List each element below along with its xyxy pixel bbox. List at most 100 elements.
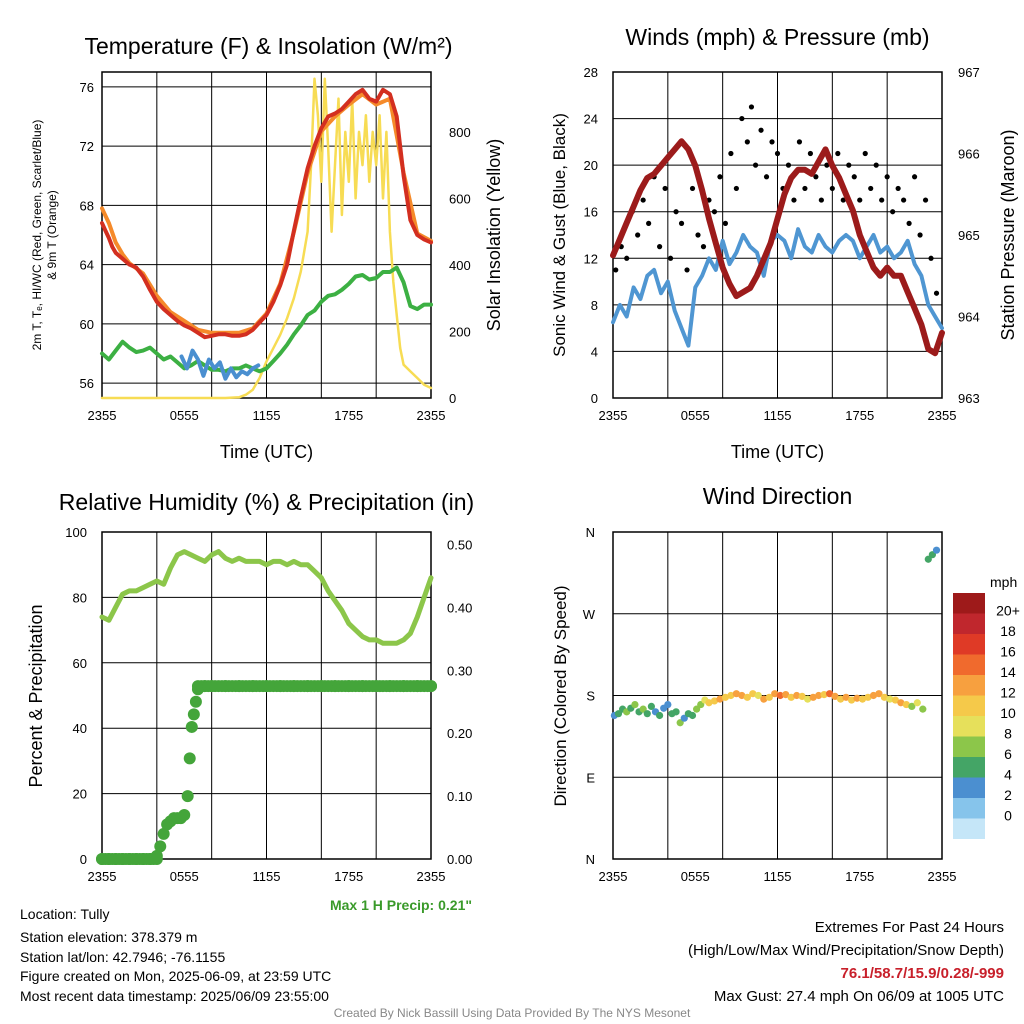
- y-axis-label: Percent & Precipitation: [26, 604, 46, 787]
- x-tick-label: 0555: [170, 408, 199, 423]
- x-tick-label: 2355: [599, 408, 628, 423]
- precip-point: [187, 708, 200, 721]
- gust-point: [835, 150, 841, 157]
- y2-tick-label: 966: [958, 147, 980, 162]
- direction-point: [842, 693, 850, 701]
- direction-point: [815, 691, 823, 700]
- sonic-wind-line: [611, 227, 944, 348]
- y-tick-label: N: [586, 852, 595, 867]
- y-tick-label: 56: [80, 376, 94, 391]
- y-axis-label: Sonic Wind & Gust (Blue, Black): [550, 113, 569, 357]
- gust-point: [791, 197, 797, 203]
- y-axis-label: & 9m T (Orange): [45, 190, 59, 280]
- gust-point: [635, 232, 641, 238]
- y-tick-label: 72: [80, 139, 94, 154]
- y-tick-label: 16: [584, 205, 598, 220]
- gust-point: [689, 185, 696, 192]
- x-tick-label: 2355: [88, 408, 117, 423]
- direction-point: [749, 690, 757, 698]
- max-precip-annotation: Max 1 H Precip: 0.21": [330, 897, 472, 913]
- gust-point: [678, 220, 685, 226]
- gust-point: [895, 185, 901, 192]
- direction-point: [738, 691, 746, 700]
- colorbar-label: 10: [1000, 705, 1016, 721]
- direction-point: [869, 691, 878, 700]
- x-tick-label: 2355: [928, 869, 957, 884]
- max-gust-text: Max Gust: 27.4 mph On 06/09 at 1005 UTC: [713, 988, 1004, 1005]
- y-tick-label: 20: [73, 787, 87, 802]
- gust-point: [906, 220, 912, 226]
- extremes-values: 76.1/58.7/15.9/0.28/-999: [840, 965, 1004, 982]
- gust-point: [911, 174, 918, 180]
- gust-point: [748, 104, 755, 110]
- direction-point: [864, 693, 872, 701]
- chart-title: Relative Humidity (%) & Precipitation (i…: [59, 489, 474, 515]
- precip-point: [157, 827, 170, 840]
- direction-point: [880, 693, 889, 701]
- direction-point: [804, 695, 812, 703]
- y2-tick-label: 967: [958, 65, 980, 80]
- direction-point: [672, 708, 680, 716]
- x-tick-label: 0555: [681, 869, 710, 884]
- colorbar-swatch: [953, 716, 985, 737]
- chart-title: Wind Direction: [703, 483, 853, 509]
- y-tick-label: 40: [73, 721, 87, 736]
- y-tick-label: 12: [584, 251, 598, 266]
- y2-tick-label: 965: [958, 228, 980, 243]
- y-tick-label: 24: [584, 112, 598, 127]
- direction-point: [688, 711, 697, 720]
- direction-point: [705, 699, 713, 707]
- direction-point: [793, 691, 801, 700]
- y2-tick-label: 0.40: [447, 600, 472, 615]
- direction-point: [831, 692, 839, 701]
- y-tick-label: 20: [584, 158, 598, 173]
- direction-point: [721, 693, 730, 701]
- direction-point: [771, 690, 779, 698]
- direction-point: [891, 696, 899, 704]
- y-tick-label: 8: [591, 298, 598, 313]
- colorbar-label: 12: [1000, 685, 1016, 701]
- temp-2m-line: [100, 87, 433, 340]
- gust-point: [917, 232, 923, 238]
- elevation-text: Station elevation: 378.379 m: [20, 929, 198, 945]
- direction-point: [886, 695, 894, 703]
- gust-point: [922, 197, 929, 203]
- gust-point: [879, 197, 885, 203]
- precip-point: [189, 695, 202, 708]
- gust-point: [901, 197, 907, 203]
- direction-point: [643, 710, 651, 718]
- gust-point: [752, 162, 759, 168]
- y2-tick-label: 0: [449, 391, 456, 406]
- gust-point: [673, 209, 679, 215]
- x-tick-label: 2355: [88, 869, 117, 884]
- precip-point: [154, 840, 167, 853]
- gust-point: [722, 220, 729, 226]
- direction-point: [902, 700, 910, 709]
- y2-tick-label: 963: [958, 391, 980, 406]
- direction-point: [710, 697, 719, 705]
- y-tick-label: 64: [80, 258, 94, 273]
- colorbar-swatch: [953, 593, 985, 614]
- y2-tick-label: 964: [958, 310, 980, 325]
- gust-point: [774, 150, 781, 157]
- x-tick-label: 1755: [845, 869, 874, 884]
- direction-point: [825, 690, 834, 698]
- x-tick-label: 2355: [417, 408, 446, 423]
- gust-point: [640, 197, 646, 203]
- y-tick-label: 0: [80, 852, 87, 867]
- colorbar-label: 0: [1004, 808, 1012, 824]
- colorbar-swatch: [953, 818, 985, 839]
- y-tick-label: 80: [73, 590, 87, 605]
- gust-point: [613, 267, 619, 273]
- direction-point: [647, 702, 655, 711]
- x-tick-label: 1155: [764, 869, 792, 884]
- gust-point: [807, 150, 814, 157]
- humidity-line: [99, 549, 434, 646]
- y-tick-label: E: [586, 770, 595, 785]
- recent-data-text: Most recent data timestamp: 2025/06/09 2…: [20, 988, 329, 1004]
- x-tick-label: 2355: [928, 408, 957, 423]
- direction-point: [727, 691, 735, 700]
- direction-point: [932, 546, 941, 554]
- direction-point: [631, 700, 639, 709]
